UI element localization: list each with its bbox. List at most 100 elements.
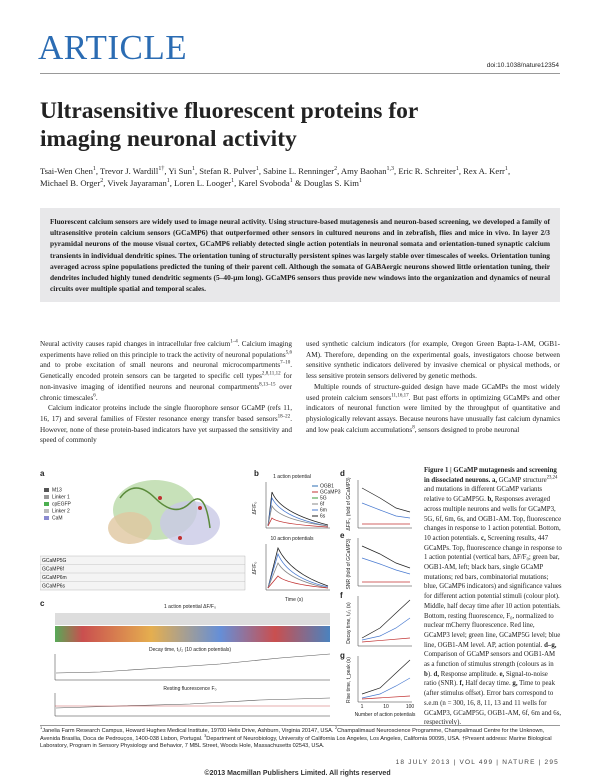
body-column: Neural activity causes rapid changes in …	[40, 339, 292, 446]
text-run: Calcium indicator proteins include the s…	[40, 404, 292, 423]
sup-text: 11,16,17	[391, 393, 409, 399]
sup-text: 2	[334, 725, 338, 731]
text-run: for non-invasive imaging of identified n…	[40, 372, 292, 391]
text-run: Half decay time.	[463, 680, 513, 688]
panel-label: d	[340, 469, 345, 478]
sup-text: 1	[504, 166, 508, 173]
text-run: Multiple rounds of structure-guided desi…	[306, 382, 560, 402]
text-run: Department of Neurobiology, University o…	[40, 735, 552, 750]
panel-label: e	[340, 531, 345, 540]
mutation-table: GCaMP5G GCaMP6f GCaMP6m GCaMP6s	[40, 555, 246, 591]
doi[interactable]: doi:10.1038/nature12354	[486, 62, 559, 69]
text-run: & Douglas S. Kim	[292, 177, 359, 188]
x-tick-label: 10	[383, 704, 389, 710]
bold-text: d–g,	[544, 641, 557, 649]
axis	[54, 693, 330, 717]
article-title: Ultrasensitive fluorescent proteins for …	[40, 98, 418, 152]
legend-label: CaM	[52, 516, 63, 522]
sup-text: 2	[334, 166, 338, 173]
legend-label: Linker 1	[52, 495, 70, 501]
sup-text: 1	[40, 725, 43, 731]
bold-text: g,	[512, 680, 518, 688]
sup-text: 1	[166, 177, 170, 184]
sup-text: 3	[204, 732, 207, 738]
text-run: Responses averaged across multiple neuro…	[424, 496, 562, 542]
axis-label: ΔF/F₀	[252, 502, 258, 515]
sup-text: 1	[191, 166, 195, 173]
text-run: . Genetically encoded protein sensors ca…	[40, 361, 292, 381]
header-rule	[40, 73, 560, 74]
legend-label: GCaMP3	[320, 490, 341, 496]
plot-title: 10 action potentials	[270, 536, 314, 542]
section-label: ARTICLE	[38, 28, 188, 67]
bold-text: c,	[481, 534, 486, 542]
decay-profile	[55, 653, 331, 674]
text-run: and mutations in different GCaMP variant…	[424, 486, 543, 504]
text-run: , Rex A. Kerr	[458, 166, 505, 176]
paragraph: Calcium indicator proteins include the s…	[40, 403, 292, 446]
bold-text: b	[424, 670, 428, 678]
affiliations: 1Janelia Farm Research Campus, Howard Hu…	[40, 725, 560, 751]
plot-title: Decay time, t₁/₂ (10 action potentials)	[149, 647, 231, 653]
sup-text: 1	[358, 177, 362, 184]
sup-text: 8,13–15	[259, 382, 276, 388]
table-row-label: GCaMP6f	[42, 567, 65, 573]
significance-strip	[55, 626, 330, 642]
protein-structure	[108, 480, 220, 545]
figure-caption: Figure 1 | GCaMP mutagenesis and screeni…	[424, 466, 562, 728]
sup-text: 1	[92, 166, 96, 173]
text-run: Neural activity causes rapid changes in …	[40, 340, 231, 348]
legend-label: Linker 2	[52, 509, 70, 515]
text-run: , Loren L. Looger	[169, 177, 232, 188]
sup-text: 1,3	[386, 166, 395, 173]
body-column: used synthetic calcium indicators (for e…	[306, 339, 560, 435]
text-run: used synthetic calcium indicators (for e…	[306, 340, 560, 381]
paragraph: Multiple rounds of structure-guided desi…	[306, 382, 560, 436]
axis-label: ΔF/F₀ (fold of GCaMP3)	[346, 477, 352, 531]
x-tick-label: 1	[361, 704, 364, 710]
sup-text: 1	[289, 177, 293, 184]
panel-label: c	[40, 599, 45, 608]
text-run: GCaMP structure	[497, 476, 547, 484]
paragraph: used synthetic calcium indicators (for e…	[306, 339, 560, 382]
text-run: , Sabine L. Renninger	[258, 166, 335, 176]
axis-label: SNR (fold of GCaMP3)	[346, 538, 352, 589]
text-run: Signal-to-noise ratio (SNR).	[424, 670, 548, 688]
sup-text: 6	[93, 393, 96, 399]
axis	[54, 654, 330, 681]
text-run: , Vivek Jayaraman	[103, 177, 167, 188]
figure: a M13 Linker 1 cpEGFP Linker 2 CaM GCaMP…	[40, 469, 416, 718]
table-row-label: GCaMP6m	[42, 575, 67, 581]
x-tick-label: 100	[406, 704, 415, 710]
bold-text: f,	[459, 680, 464, 688]
bold-text: e,	[499, 670, 505, 678]
axis-label: Decay time, t₁/₂ (s)	[346, 602, 352, 644]
panel-label: f	[340, 591, 343, 600]
text-run: Janelia Farm Research Campus, Howard Hug…	[42, 728, 335, 734]
response-traces	[265, 482, 330, 591]
sup-text: 1†	[158, 166, 165, 173]
text-run: and to probe excitation of small neurons…	[40, 361, 281, 370]
legend-label: 6m	[320, 508, 327, 514]
sup-text: 1	[455, 166, 459, 173]
plot-title: 1 action potential	[273, 474, 311, 480]
text-run: , Amy Baohan	[337, 166, 387, 176]
text-run: . But past efforts in optimizing GCaMPs …	[306, 393, 560, 434]
resting-profile	[55, 697, 331, 709]
text-run: , sensors designed to probe neuronal	[414, 425, 520, 434]
axis-label: Time (s)	[285, 597, 303, 603]
comparison-panels	[357, 480, 412, 703]
text-run: , Trevor J. Wardill	[95, 166, 159, 176]
text-run: , Eric R. Schreiter	[394, 166, 456, 176]
axis-label: Number of action potentials	[355, 712, 416, 718]
text-run: . Calcium imaging experiments have relie…	[40, 340, 292, 359]
sup-text: 8	[412, 425, 415, 431]
plot-title: 1 action potential ΔF/F₀	[164, 604, 216, 610]
table-row-label: GCaMP5G	[42, 558, 67, 564]
text-run: ).	[427, 670, 434, 678]
paragraph: Neural activity causes rapid changes in …	[40, 339, 292, 403]
bold-text: b,	[487, 496, 494, 504]
sup-text: 2,8,11,12	[261, 371, 281, 377]
sup-text: 5,6	[285, 350, 292, 356]
